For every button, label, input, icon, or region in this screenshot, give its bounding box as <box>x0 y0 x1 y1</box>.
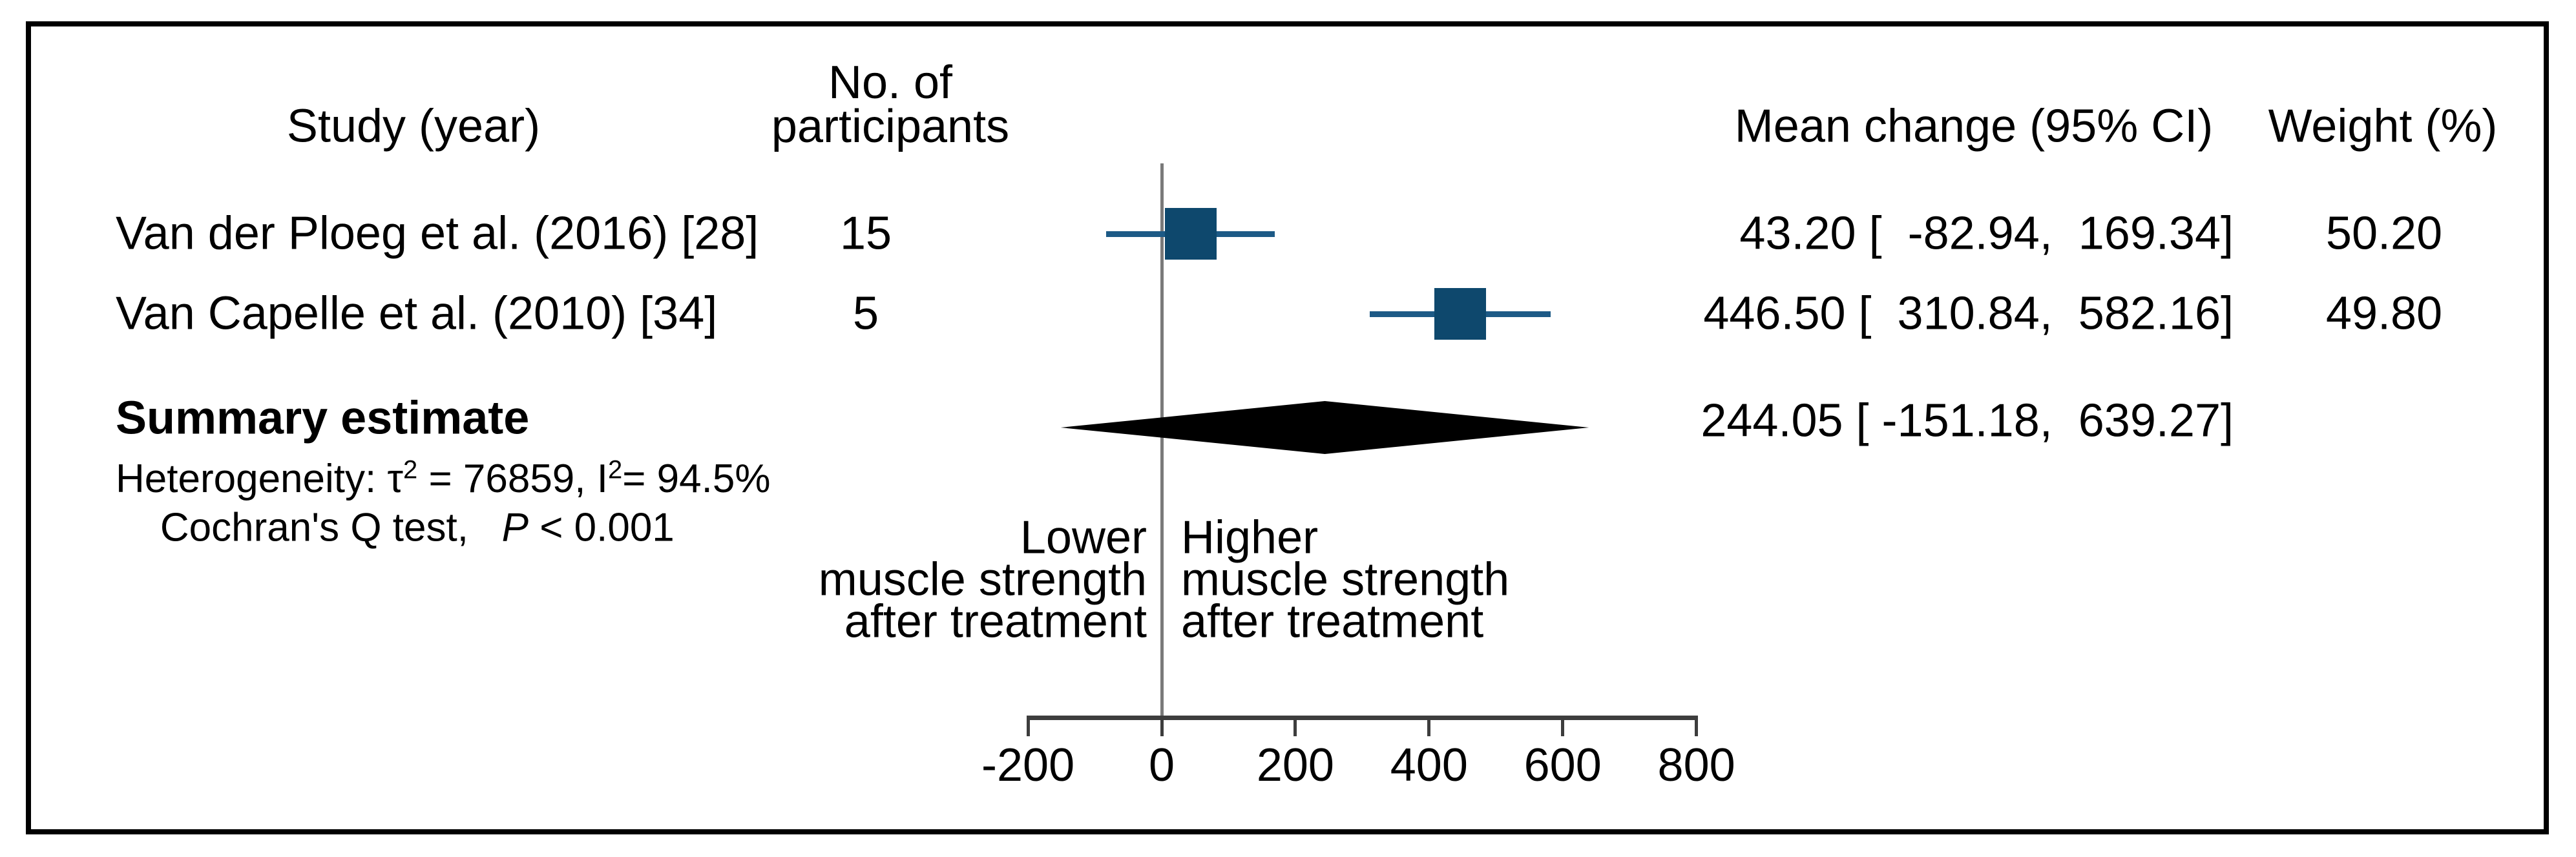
study-weight: 49.80 <box>2325 287 2443 340</box>
heterogeneity-text: Heterogeneity: τ <box>116 456 403 501</box>
zero-line <box>1160 163 1164 718</box>
x-tick-label: 600 <box>1524 739 1602 791</box>
direction-label-higher: Higher muscle strength after treatment <box>1181 511 1510 648</box>
direction-label-lower: Lower muscle strength after treatment <box>818 511 1147 648</box>
study-mean-ci: 446.50 [ 310.84, 582.16] <box>1703 287 2234 340</box>
x-tick-label: 200 <box>1256 739 1334 791</box>
heterogeneity-text: = 94.5% <box>622 456 771 501</box>
heterogeneity-stats: Heterogeneity: τ2 = 76859, I2= 94.5% <box>116 457 770 501</box>
column-header-participants: No. of participants <box>771 57 1010 152</box>
effect-square <box>1164 208 1217 260</box>
x-tick-label: 400 <box>1390 739 1468 791</box>
i-exponent: 2 <box>607 455 623 484</box>
study-weight: 50.20 <box>2325 207 2443 260</box>
study-label: Van der Ploeg et al. (2016) [28] <box>116 207 759 260</box>
x-tick-label: 800 <box>1657 739 1735 791</box>
column-header-study: Study (year) <box>286 100 541 152</box>
x-axis-tick <box>1026 716 1030 736</box>
x-tick-label: -200 <box>981 739 1075 791</box>
x-axis-tick <box>1293 716 1297 736</box>
x-axis-tick <box>1561 716 1565 736</box>
effect-square <box>1434 288 1486 340</box>
heterogeneity-text: = 76859, I <box>417 456 608 501</box>
x-axis-tick <box>1160 716 1164 736</box>
study-label: Van Capelle et al. (2010) [34] <box>116 287 718 340</box>
p-symbol: P <box>501 505 529 550</box>
summary-mean-ci: 244.05 [ -151.18, 639.27] <box>1701 395 2234 447</box>
x-axis-line <box>1028 716 1697 720</box>
x-axis-tick <box>1427 716 1431 736</box>
x-axis-tick <box>1695 716 1699 736</box>
cochran-text: Cochran's Q test, <box>160 505 502 550</box>
x-tick-label: 0 <box>1148 739 1175 791</box>
tau-exponent: 2 <box>403 455 418 484</box>
summary-title: Summary estimate <box>116 392 530 444</box>
study-mean-ci: 43.20 [ -82.94, 169.34] <box>1726 207 2234 260</box>
column-header-weight: Weight (%) <box>2268 100 2498 152</box>
study-participants: 5 <box>852 287 879 340</box>
column-header-mean-change: Mean change (95% CI) <box>1734 100 2214 152</box>
cochran-q-test: Cochran's Q test, P < 0.001 <box>116 462 675 595</box>
study-participants: 15 <box>839 207 892 260</box>
cochran-text: < 0.001 <box>528 505 675 550</box>
